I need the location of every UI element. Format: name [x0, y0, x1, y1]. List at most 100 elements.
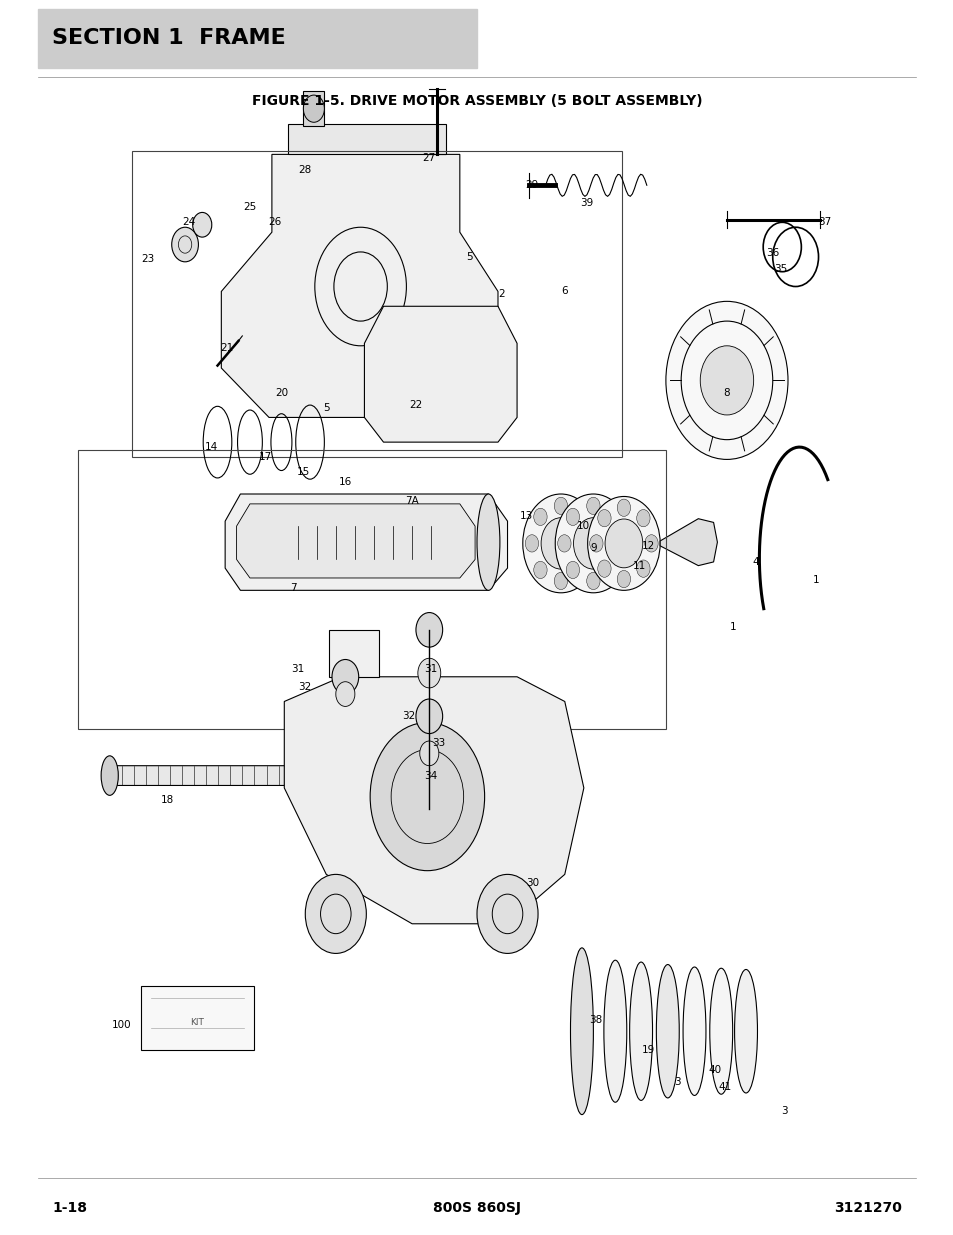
Text: 28: 28 — [298, 165, 312, 175]
Circle shape — [540, 517, 580, 569]
Ellipse shape — [476, 494, 499, 590]
Text: 2: 2 — [498, 289, 504, 299]
Polygon shape — [236, 504, 475, 578]
Text: 13: 13 — [519, 511, 533, 521]
Circle shape — [587, 496, 659, 590]
Text: 20: 20 — [274, 388, 288, 398]
Text: 3121270: 3121270 — [833, 1200, 901, 1215]
Bar — [78, 450, 665, 729]
Text: 1: 1 — [812, 576, 818, 585]
Text: 22: 22 — [409, 400, 422, 410]
Circle shape — [636, 559, 649, 577]
Polygon shape — [110, 766, 297, 785]
Text: 31: 31 — [424, 664, 437, 674]
Text: 33: 33 — [432, 739, 445, 748]
Text: 38: 38 — [589, 1015, 602, 1025]
Text: 36: 36 — [765, 248, 779, 258]
Text: 30: 30 — [525, 878, 538, 888]
Circle shape — [554, 498, 567, 515]
Text: 11: 11 — [632, 561, 645, 571]
Circle shape — [574, 509, 587, 526]
Text: 100: 100 — [112, 1020, 132, 1030]
Text: KIT: KIT — [191, 1018, 204, 1028]
Ellipse shape — [682, 967, 705, 1095]
Text: 21: 21 — [220, 343, 233, 353]
Circle shape — [598, 559, 611, 577]
Circle shape — [604, 519, 642, 568]
Circle shape — [606, 509, 619, 526]
Circle shape — [589, 535, 602, 552]
Circle shape — [598, 510, 611, 527]
Circle shape — [332, 659, 358, 694]
Text: 23: 23 — [141, 254, 154, 264]
Circle shape — [419, 741, 438, 766]
Polygon shape — [221, 154, 497, 417]
Text: 5: 5 — [466, 252, 472, 262]
Circle shape — [586, 572, 599, 589]
Text: 800S 860SJ: 800S 860SJ — [433, 1200, 520, 1215]
Circle shape — [416, 613, 442, 647]
Ellipse shape — [629, 962, 652, 1100]
Text: 14: 14 — [205, 442, 218, 452]
Text: 35: 35 — [773, 264, 786, 274]
Circle shape — [700, 346, 753, 415]
Text: 32: 32 — [298, 682, 312, 692]
Ellipse shape — [656, 965, 679, 1098]
Circle shape — [586, 498, 599, 515]
Text: 29: 29 — [525, 180, 538, 190]
Text: 25: 25 — [243, 203, 256, 212]
FancyBboxPatch shape — [38, 9, 476, 68]
Text: 24: 24 — [182, 217, 195, 227]
Circle shape — [476, 874, 537, 953]
Text: 18: 18 — [160, 795, 173, 805]
Circle shape — [525, 535, 538, 552]
Bar — [132, 151, 621, 457]
Polygon shape — [225, 494, 507, 590]
Circle shape — [554, 572, 567, 589]
Ellipse shape — [603, 961, 626, 1103]
Bar — [329, 630, 378, 677]
Circle shape — [305, 874, 366, 953]
Circle shape — [582, 535, 596, 552]
Text: 37: 37 — [818, 217, 831, 227]
Text: 19: 19 — [641, 1045, 655, 1055]
Circle shape — [566, 509, 579, 526]
Text: 26: 26 — [268, 217, 281, 227]
Circle shape — [417, 658, 440, 688]
Text: 32: 32 — [401, 711, 415, 721]
Text: 6: 6 — [561, 287, 567, 296]
Ellipse shape — [570, 948, 593, 1114]
Text: 16: 16 — [338, 477, 352, 487]
Circle shape — [172, 227, 198, 262]
Text: 27: 27 — [422, 153, 436, 163]
Circle shape — [303, 95, 324, 122]
Ellipse shape — [709, 968, 732, 1094]
Circle shape — [573, 517, 613, 569]
Circle shape — [644, 535, 658, 552]
Circle shape — [555, 494, 631, 593]
Text: 12: 12 — [641, 541, 655, 551]
Text: 39: 39 — [579, 198, 593, 207]
Circle shape — [615, 535, 628, 552]
Circle shape — [416, 699, 442, 734]
Circle shape — [636, 510, 649, 527]
Text: 9: 9 — [590, 543, 596, 553]
Text: 8: 8 — [723, 388, 729, 398]
Text: 10: 10 — [577, 521, 590, 531]
Text: 1-18: 1-18 — [52, 1200, 88, 1215]
Text: 5: 5 — [323, 403, 329, 412]
Text: 7A: 7A — [405, 496, 418, 506]
Circle shape — [617, 499, 630, 516]
Text: 1: 1 — [729, 622, 735, 632]
Circle shape — [335, 682, 355, 706]
Circle shape — [193, 212, 212, 237]
Text: 17: 17 — [258, 452, 272, 462]
Text: 34: 34 — [424, 771, 437, 781]
Ellipse shape — [734, 969, 757, 1093]
Circle shape — [617, 571, 630, 588]
Circle shape — [566, 561, 579, 578]
Polygon shape — [284, 677, 583, 924]
Circle shape — [370, 722, 484, 871]
Circle shape — [522, 494, 598, 593]
Text: FIGURE 1-5. DRIVE MOTOR ASSEMBLY (5 BOLT ASSEMBLY): FIGURE 1-5. DRIVE MOTOR ASSEMBLY (5 BOLT… — [252, 94, 701, 109]
